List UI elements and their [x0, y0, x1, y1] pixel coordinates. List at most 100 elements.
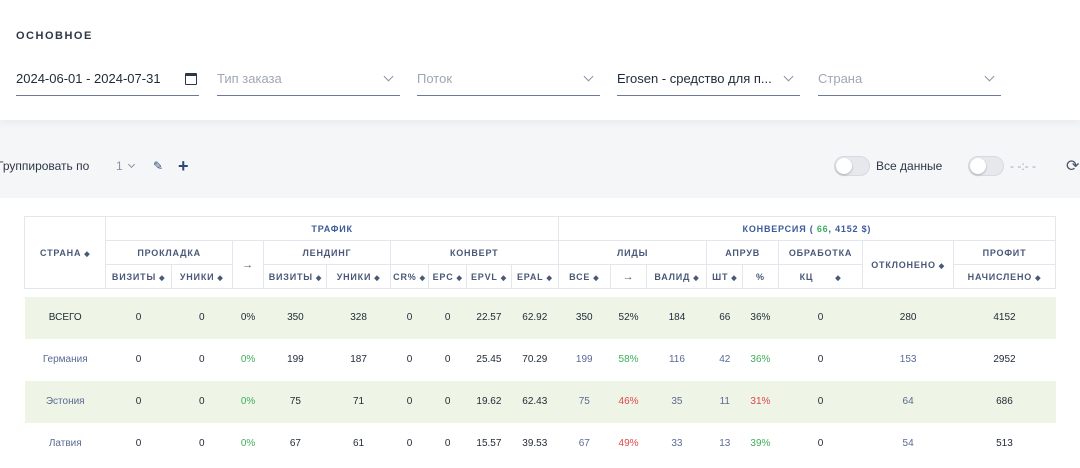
header-approve: АПРУВ: [706, 240, 779, 265]
cell: 19.62: [466, 380, 512, 423]
country-select[interactable]: Страна: [818, 62, 1001, 96]
cell-country[interactable]: Эстония: [24, 380, 106, 423]
cell: 36%: [742, 296, 779, 339]
group-by-label: Группировать по: [0, 159, 90, 173]
header-traffic: ТРАФИК: [105, 216, 559, 241]
chevron-down-icon: [583, 71, 594, 82]
table-row[interactable]: Германия 0 0 0% 199 187 0 0 25.45 70.29 …: [25, 339, 1056, 381]
sort-icon[interactable]: ◆: [159, 274, 166, 282]
refresh-icon[interactable]: ⟳: [1066, 158, 1080, 175]
col-valid[interactable]: ВАЛИД ◆: [646, 264, 708, 289]
col-cr[interactable]: CR% ◆: [389, 264, 430, 289]
cell: 54: [902, 438, 914, 449]
stream-select[interactable]: Поток: [417, 62, 600, 96]
table-row[interactable]: Латвия 0 0 0% 67 61 0 0 15.57 39.53 67 4…: [25, 423, 1056, 465]
cell: 70.29: [522, 354, 548, 365]
pencil-icon[interactable]: ✎: [153, 159, 164, 173]
col-country[interactable]: СТРАНА ◆: [23, 216, 107, 289]
sort-icon[interactable]: ◆: [84, 250, 91, 258]
sort-icon[interactable]: ◆: [593, 274, 600, 282]
cell: 328: [326, 296, 391, 339]
cell: 0%: [240, 438, 256, 449]
cell: 199: [287, 354, 304, 365]
col-epal[interactable]: EPAL ◆: [510, 264, 559, 289]
col-rejected[interactable]: ОТКЛОНЕНО ◆: [862, 240, 954, 289]
sort-icon[interactable]: ◆: [693, 274, 700, 282]
date-range-filter[interactable]: 2024-06-01 - 2024-07-31: [16, 62, 199, 96]
all-data-label: Все данные: [876, 159, 943, 173]
cell: 0: [390, 380, 429, 423]
cell: 350: [558, 296, 611, 339]
col-percent: %: [742, 264, 779, 289]
col-prokladka-visits[interactable]: ВИЗИТЫ ◆: [105, 264, 172, 289]
col-epc[interactable]: EPC ◆: [428, 264, 468, 289]
arrow-right-icon: →: [622, 270, 635, 283]
section-title: ОСНОВНОЕ: [16, 30, 93, 42]
chevron-down-icon: [783, 71, 794, 82]
cell: 71: [326, 380, 391, 423]
sort-icon[interactable]: ◆: [546, 274, 553, 282]
group-by-value: 1: [116, 159, 123, 173]
sort-icon[interactable]: ◆: [217, 274, 224, 282]
cell: 199: [575, 354, 593, 365]
sort-icon[interactable]: ◆: [731, 274, 738, 282]
cell: 46%: [610, 380, 647, 423]
col-kc[interactable]: КЦ ◆: [777, 264, 864, 289]
header-landing: ЛЕНДИНГ: [263, 240, 391, 265]
group-by-select[interactable]: 1: [116, 159, 135, 173]
cell: 11: [706, 380, 743, 423]
cell: 13: [719, 438, 731, 449]
cell: 0: [198, 438, 205, 449]
cell: 25.45: [476, 354, 502, 365]
sort-icon[interactable]: ◆: [938, 262, 945, 270]
col-accrued[interactable]: НАЧИСЛЕНО ◆: [952, 264, 1057, 289]
table-row-total: ВСЕГО 0 0 0% 350 328 0 0 22.57 62.92 350…: [24, 296, 1056, 339]
cell: 0: [428, 296, 467, 339]
cell: 61: [352, 438, 365, 449]
order-type-select[interactable]: Тип заказа: [217, 62, 400, 96]
offer-value: Erosen - средство для п...: [617, 71, 772, 86]
sort-icon[interactable]: ◆: [456, 274, 463, 282]
cell: 0: [817, 354, 824, 365]
offer-select[interactable]: Erosen - средство для п...: [617, 62, 800, 96]
plus-icon[interactable]: +: [178, 156, 189, 176]
header-leads: ЛИДЫ: [557, 240, 708, 265]
cell: 62.92: [511, 296, 559, 339]
col-landing-uniques[interactable]: УНИКИ ◆: [326, 264, 391, 289]
cell-country[interactable]: Латвия: [48, 438, 82, 449]
date-range-value: 2024-06-01 - 2024-07-31: [16, 71, 161, 86]
header-convert: КОНВЕРТ: [389, 240, 559, 265]
col-pcs[interactable]: ШТ ◆: [706, 264, 744, 289]
cell: 0: [171, 296, 233, 339]
cell: 75: [558, 380, 611, 423]
calendar-icon[interactable]: [185, 72, 197, 85]
header-conversion: КОНВЕРСИЯ ( 66, 4152 $): [557, 216, 1057, 241]
time-toggle[interactable]: [968, 156, 1004, 176]
cell: 0%: [232, 296, 264, 339]
table-row[interactable]: Эстония 0 0 0% 75 71 0 0 19.62 62.43 75 …: [24, 380, 1056, 423]
col-all[interactable]: ВСЕ ◆: [557, 264, 611, 289]
cell: 67: [289, 438, 301, 449]
cell: 31%: [742, 380, 779, 423]
sort-icon[interactable]: ◆: [500, 274, 507, 282]
cell: 52%: [610, 296, 647, 339]
cell: 15.57: [476, 438, 502, 449]
header-prokladka: ПРОКЛАДКА: [105, 240, 233, 265]
cell-country[interactable]: Германия: [42, 354, 88, 365]
all-data-toggle[interactable]: [834, 156, 870, 176]
stats-table: СТРАНА ◆ ТРАФИК КОНВЕРСИЯ ( 66, 4152 $) П…: [23, 216, 1057, 465]
time-toggle-label: - -:- -: [1010, 159, 1036, 173]
cell: 686: [953, 380, 1056, 423]
cell: 49%: [618, 438, 639, 449]
filter-panel: ОСНОВНОЕ 2024-06-01 - 2024-07-31 Тип зак…: [0, 0, 1080, 120]
sort-icon[interactable]: ◆: [1035, 274, 1042, 282]
col-epvl[interactable]: EPVL ◆: [466, 264, 512, 289]
sort-icon[interactable]: ◆: [315, 274, 323, 282]
col-prokladka-uniques[interactable]: УНИКИ ◆: [170, 264, 233, 289]
cell: 0: [390, 296, 429, 339]
sort-icon[interactable]: ◆: [374, 274, 381, 282]
sort-icon[interactable]: ◆: [419, 274, 426, 282]
sort-icon[interactable]: ◆: [835, 274, 842, 282]
col-landing-visits[interactable]: ВИЗИТЫ ◆: [263, 264, 328, 289]
header-processing: ОБРАБОТКА: [777, 240, 864, 265]
